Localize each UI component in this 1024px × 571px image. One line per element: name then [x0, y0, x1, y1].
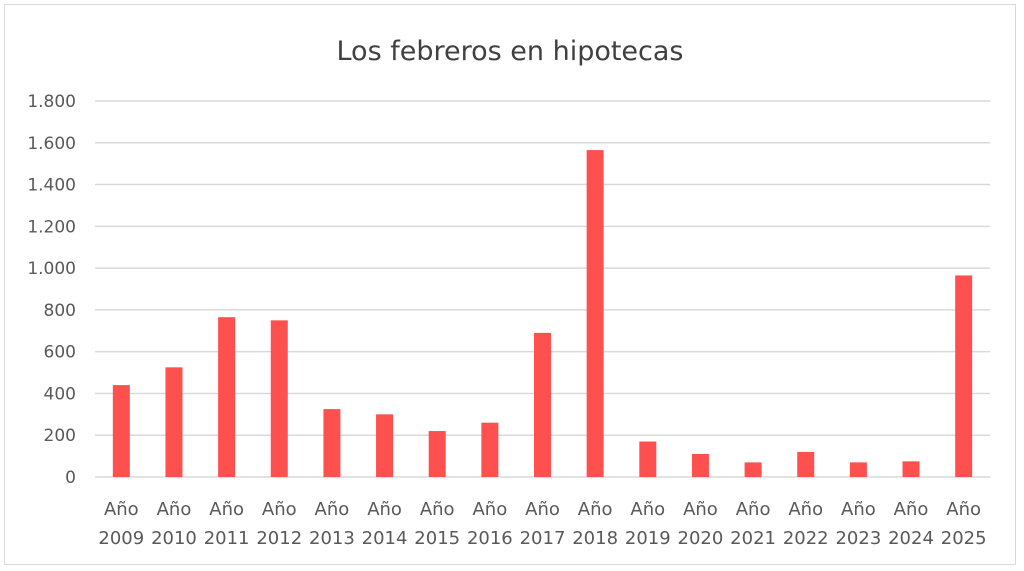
x-tick-label: Año 2022	[783, 499, 829, 549]
bar	[902, 461, 920, 477]
y-tick-label: 200	[44, 426, 76, 446]
x-tick-label: Año 2012	[256, 499, 302, 549]
x-tick-label: Año 2016	[467, 499, 513, 549]
bar	[797, 451, 815, 477]
y-tick-label: 1.000	[27, 259, 76, 279]
y-tick-label: 1.800	[27, 92, 76, 112]
bar	[165, 367, 183, 477]
y-tick-label: 1.600	[27, 134, 76, 154]
x-tick-label: Año 2011	[204, 499, 250, 549]
bar	[270, 320, 288, 477]
bar	[323, 409, 341, 477]
bar	[112, 385, 130, 477]
bar	[218, 317, 236, 477]
y-tick-label: 800	[44, 301, 76, 321]
bar	[376, 414, 394, 477]
x-tick-label: Año 2009	[98, 499, 144, 549]
x-tick-label: Año 2021	[730, 499, 776, 549]
bar	[955, 275, 973, 477]
x-tick-label: Año 2024	[888, 499, 934, 549]
bar	[534, 332, 551, 477]
x-tick-label: Año 2017	[520, 499, 566, 549]
bar	[691, 454, 709, 477]
x-tick-label: Año 2025	[941, 499, 987, 549]
bar	[428, 431, 446, 477]
x-tick-label: Año 2013	[309, 499, 355, 549]
bar	[481, 422, 499, 477]
bars	[112, 150, 973, 478]
bar	[586, 150, 604, 478]
x-tick-label: Año 2015	[414, 499, 460, 549]
y-tick-label: 1.200	[27, 217, 76, 237]
y-axis-ticks: 0 200 400 600 800 1.000 1.200 1.400 1.600 1.800	[27, 92, 76, 488]
y-tick-label: 600	[44, 343, 76, 363]
gridlines	[95, 100, 990, 478]
x-tick-label: Año 2023	[835, 499, 881, 549]
x-tick-label: Año 2010	[151, 499, 197, 549]
x-tick-label: Año 2020	[678, 499, 724, 549]
x-tick-label: Año 2018	[572, 499, 618, 549]
y-tick-label: 1.400	[27, 176, 76, 196]
x-tick-label: Año 2019	[625, 499, 671, 549]
y-tick-label: 400	[44, 384, 76, 404]
bar	[639, 441, 657, 477]
x-tick-label: Año 2014	[362, 499, 408, 549]
bar	[849, 462, 867, 477]
bar	[744, 462, 762, 477]
chart-title: Los febreros en hipotecas	[336, 36, 683, 67]
y-tick-label: 0	[65, 468, 76, 488]
